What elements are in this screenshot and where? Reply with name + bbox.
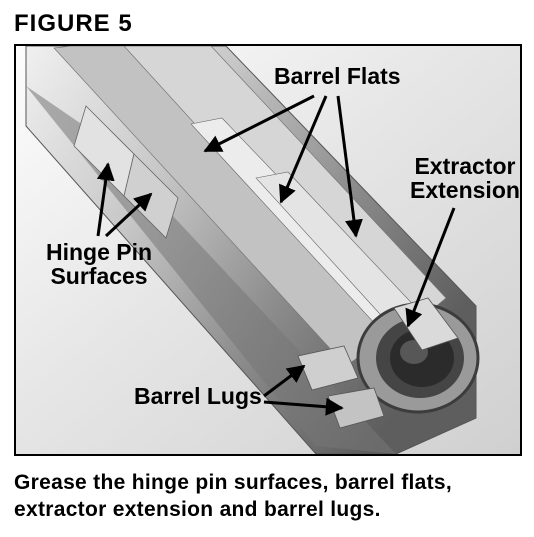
figure-frame: Barrel Flats Extractor Extension Hinge P… bbox=[14, 44, 522, 456]
figure-caption-line1: Grease the hinge pin surfaces, barrel fl… bbox=[14, 471, 452, 494]
page: FIGURE 5 bbox=[0, 0, 534, 537]
figure-caption: Grease the hinge pin surfaces, barrel fl… bbox=[14, 470, 518, 524]
label-barrel-flats: Barrel Flats bbox=[274, 64, 401, 88]
figure-title: FIGURE 5 bbox=[14, 10, 520, 38]
label-extractor-extension: Extractor Extension bbox=[410, 154, 520, 202]
label-extractor-extension-l2: Extension bbox=[410, 177, 520, 203]
label-extractor-extension-l1: Extractor bbox=[414, 153, 515, 179]
label-hinge-pin-surfaces: Hinge Pin Surfaces bbox=[46, 240, 152, 288]
label-hinge-pin-surfaces-l1: Hinge Pin bbox=[46, 239, 152, 265]
label-barrel-lugs: Barrel Lugs bbox=[134, 384, 262, 408]
label-hinge-pin-surfaces-l2: Surfaces bbox=[50, 263, 147, 289]
figure-caption-line2: extractor extension and barrel lugs. bbox=[14, 498, 381, 521]
